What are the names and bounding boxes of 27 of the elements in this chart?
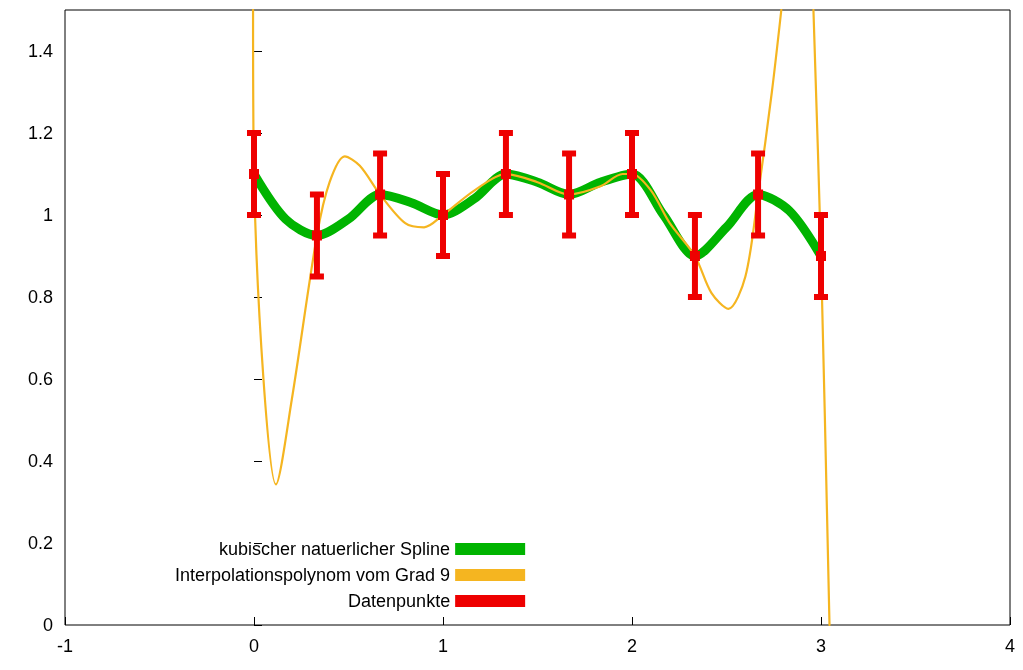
x-tick-label: 3	[815, 636, 827, 656]
legend-label: Datenpunkte	[348, 591, 451, 611]
x-tick-label: -1	[56, 636, 74, 656]
point	[375, 189, 386, 200]
point	[249, 169, 259, 179]
point	[438, 210, 448, 220]
legend-label: kubischer natuerlicher Spline	[219, 539, 451, 559]
point	[689, 251, 700, 261]
legend-label: Interpolationspolynom vom Grad 9	[174, 565, 451, 585]
x-tick-label: 2	[626, 636, 638, 656]
y-tick-label: 0.6	[27, 369, 53, 389]
y-tick-label: 0.8	[27, 287, 53, 307]
y-tick-label: 1	[42, 205, 53, 225]
y-tick-label: 0	[42, 615, 53, 635]
y-tick-label: 1.2	[27, 123, 53, 143]
point	[753, 189, 764, 200]
point	[500, 169, 511, 179]
point	[627, 169, 637, 179]
y-tick-label: 0.2	[27, 533, 53, 553]
point	[564, 189, 575, 200]
y-tick-label: 0.4	[27, 451, 53, 471]
x-tick-label: 0	[248, 636, 260, 656]
x-tick-label: 1	[437, 636, 449, 656]
point	[311, 230, 322, 241]
y-tick-label: 1.4	[27, 41, 53, 61]
point	[816, 251, 826, 261]
x-tick-label: 4	[1004, 636, 1016, 656]
